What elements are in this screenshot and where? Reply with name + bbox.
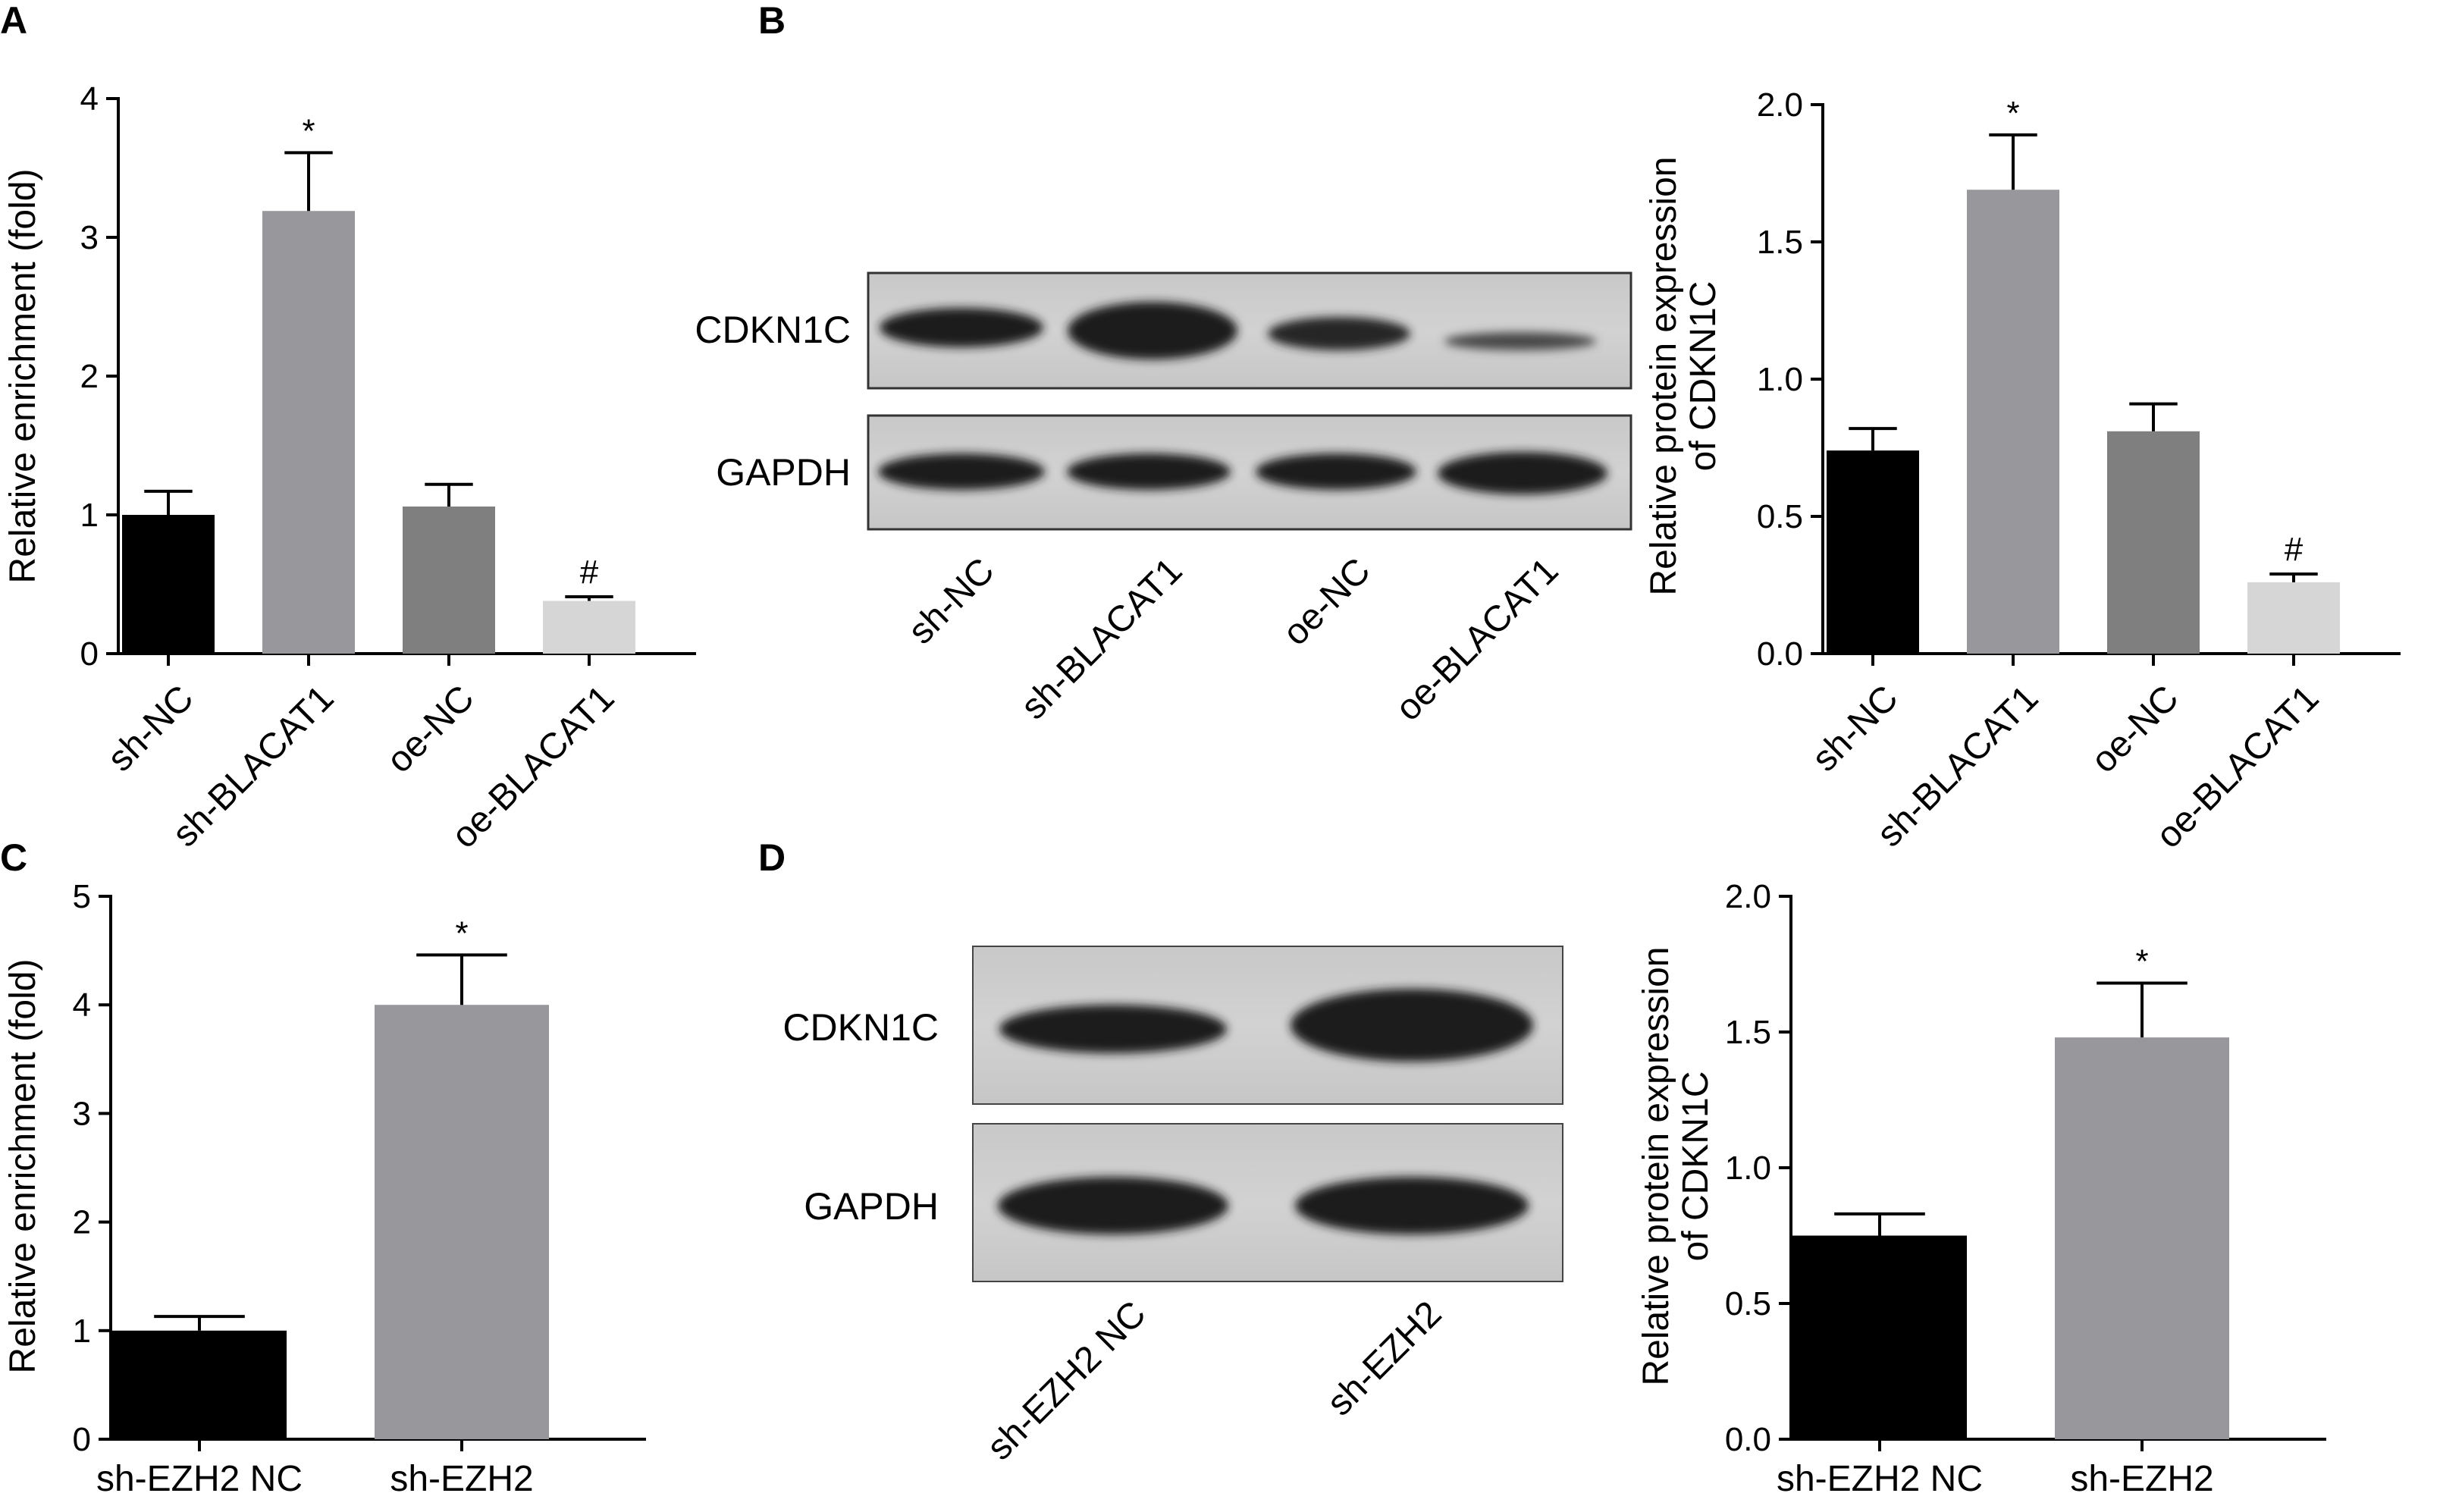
y-tick-label-a: 3 [80, 219, 99, 256]
band [1295, 1177, 1529, 1234]
y-tick-label-a: 0 [80, 635, 99, 673]
significance-mark-b-1: * [2006, 95, 2019, 132]
bar-a-3 [543, 601, 635, 654]
significance-mark-a-1: * [302, 112, 315, 149]
y-tick-label-b: 0.5 [1757, 498, 1803, 535]
bar-d-1 [2055, 1037, 2229, 1439]
band [878, 453, 1045, 490]
y-tick-label-d: 2.0 [1725, 878, 1771, 915]
band [998, 1177, 1228, 1234]
blot-d-lane-label: sh-EZH2 [1319, 1294, 1449, 1423]
bar-b-0 [1827, 450, 1919, 654]
blot-d-row-label-gapdh: GAPDH [804, 1185, 939, 1228]
significance-mark-a-3: # [580, 554, 599, 591]
y-axis-title-b: Relative protein expressionof CDKN1C [1644, 157, 1723, 596]
bar-a-2 [403, 507, 495, 654]
blot-d-lane-label: sh-EZH2 NC [980, 1294, 1154, 1468]
y-tick-label-c: 5 [73, 878, 91, 915]
band [880, 308, 1043, 347]
band [1268, 317, 1410, 350]
category-label-c-1: sh-EZH2 [390, 1459, 533, 1499]
y-axis-title-d: Relative protein expressionof CDKN1C [1636, 947, 1716, 1386]
bar-c-1 [375, 1005, 549, 1439]
y-tick-label-a: 1 [80, 497, 99, 534]
bar-d-0 [1792, 1235, 1967, 1439]
y-tick-label-a: 2 [80, 358, 99, 395]
chart-b: 0.0 0.5 1.0 1.5 2.0 Relative protein expressi… [1644, 86, 2401, 856]
blot-b-lane-label: oe-BLACAT1 [1388, 551, 1567, 729]
y-tick-label-d: 0.0 [1725, 1421, 1771, 1458]
band [1067, 453, 1231, 490]
y-tick-label-c: 4 [73, 987, 91, 1024]
bar-b-3 [2247, 582, 2340, 654]
panel-label-a: A [0, 0, 27, 42]
band [1438, 452, 1607, 494]
blot-b-lane-label: oe-NC [1275, 551, 1378, 654]
y-axis-title-c: Relative enrichment (fold) [3, 959, 43, 1374]
y-tick-label-c: 0 [73, 1421, 91, 1458]
category-label-a-0: sh-NC [100, 678, 202, 780]
significance-mark-c-1: * [455, 914, 468, 952]
y-tick-label-b: 1.0 [1757, 361, 1803, 398]
band [1068, 302, 1237, 359]
bar-b-1 [1967, 190, 2059, 654]
blot-b-row-label-cdkn1c: CDKN1C [695, 309, 851, 351]
category-label-c-0: sh-EZH2 NC [96, 1459, 303, 1499]
chart-c: 0 1 2 3 4 5 Relative enrichment (fold) sh-EZH2 … [3, 878, 646, 1499]
blot-d-row-label-cdkn1c: CDKN1C [782, 1006, 939, 1049]
y-tick-label-b: 2.0 [1757, 86, 1803, 124]
western-blot-d: CDKN1C GAPDH sh-EZH2 NC sh-EZH2 [782, 946, 1563, 1468]
category-label-b-2: oe-NC [2084, 678, 2187, 781]
y-tick-label-d: 0.5 [1725, 1285, 1771, 1322]
western-blot-b: CDKN1C GAPDH sh-NC sh-BLACAT1 oe-NC oe-B… [695, 271, 1632, 729]
panel-label-b: B [758, 0, 786, 42]
y-tick-label-c: 2 [73, 1204, 91, 1241]
significance-mark-b-3: # [2285, 531, 2304, 568]
y-tick-label-c: 3 [73, 1095, 91, 1132]
category-label-b-0: sh-NC [1805, 678, 1906, 780]
significance-mark-d-1: * [2135, 943, 2148, 980]
blot-b-row-label-gapdh: GAPDH [716, 451, 851, 494]
band [1444, 332, 1596, 350]
band [999, 1005, 1227, 1053]
band [1291, 989, 1533, 1062]
bar-b-2 [2107, 431, 2200, 654]
y-axis-title-a: Relative enrichment (fold) [3, 169, 43, 584]
y-tick-label-c: 1 [73, 1313, 91, 1350]
panel-label-d: D [758, 836, 786, 879]
category-label-a-2: oe-NC [379, 678, 482, 781]
panel-label-c: C [0, 836, 27, 879]
bar-c-0 [112, 1330, 287, 1439]
y-tick-label-b: 0.0 [1757, 635, 1803, 673]
blot-b-lane-label: sh-NC [901, 551, 1002, 652]
bar-a-0 [122, 515, 215, 654]
y-tick-label-d: 1.5 [1725, 1014, 1771, 1051]
category-label-d-1: sh-EZH2 [2070, 1459, 2213, 1499]
y-tick-label-a: 4 [80, 80, 99, 118]
y-tick-label-d: 1.0 [1725, 1150, 1771, 1187]
bar-a-1 [262, 211, 355, 654]
category-label-d-0: sh-EZH2 NC [1777, 1459, 1983, 1499]
blot-b-lane-label: sh-BLACAT1 [1014, 551, 1190, 727]
band [1256, 453, 1416, 490]
y-tick-label-b: 1.5 [1757, 224, 1803, 261]
